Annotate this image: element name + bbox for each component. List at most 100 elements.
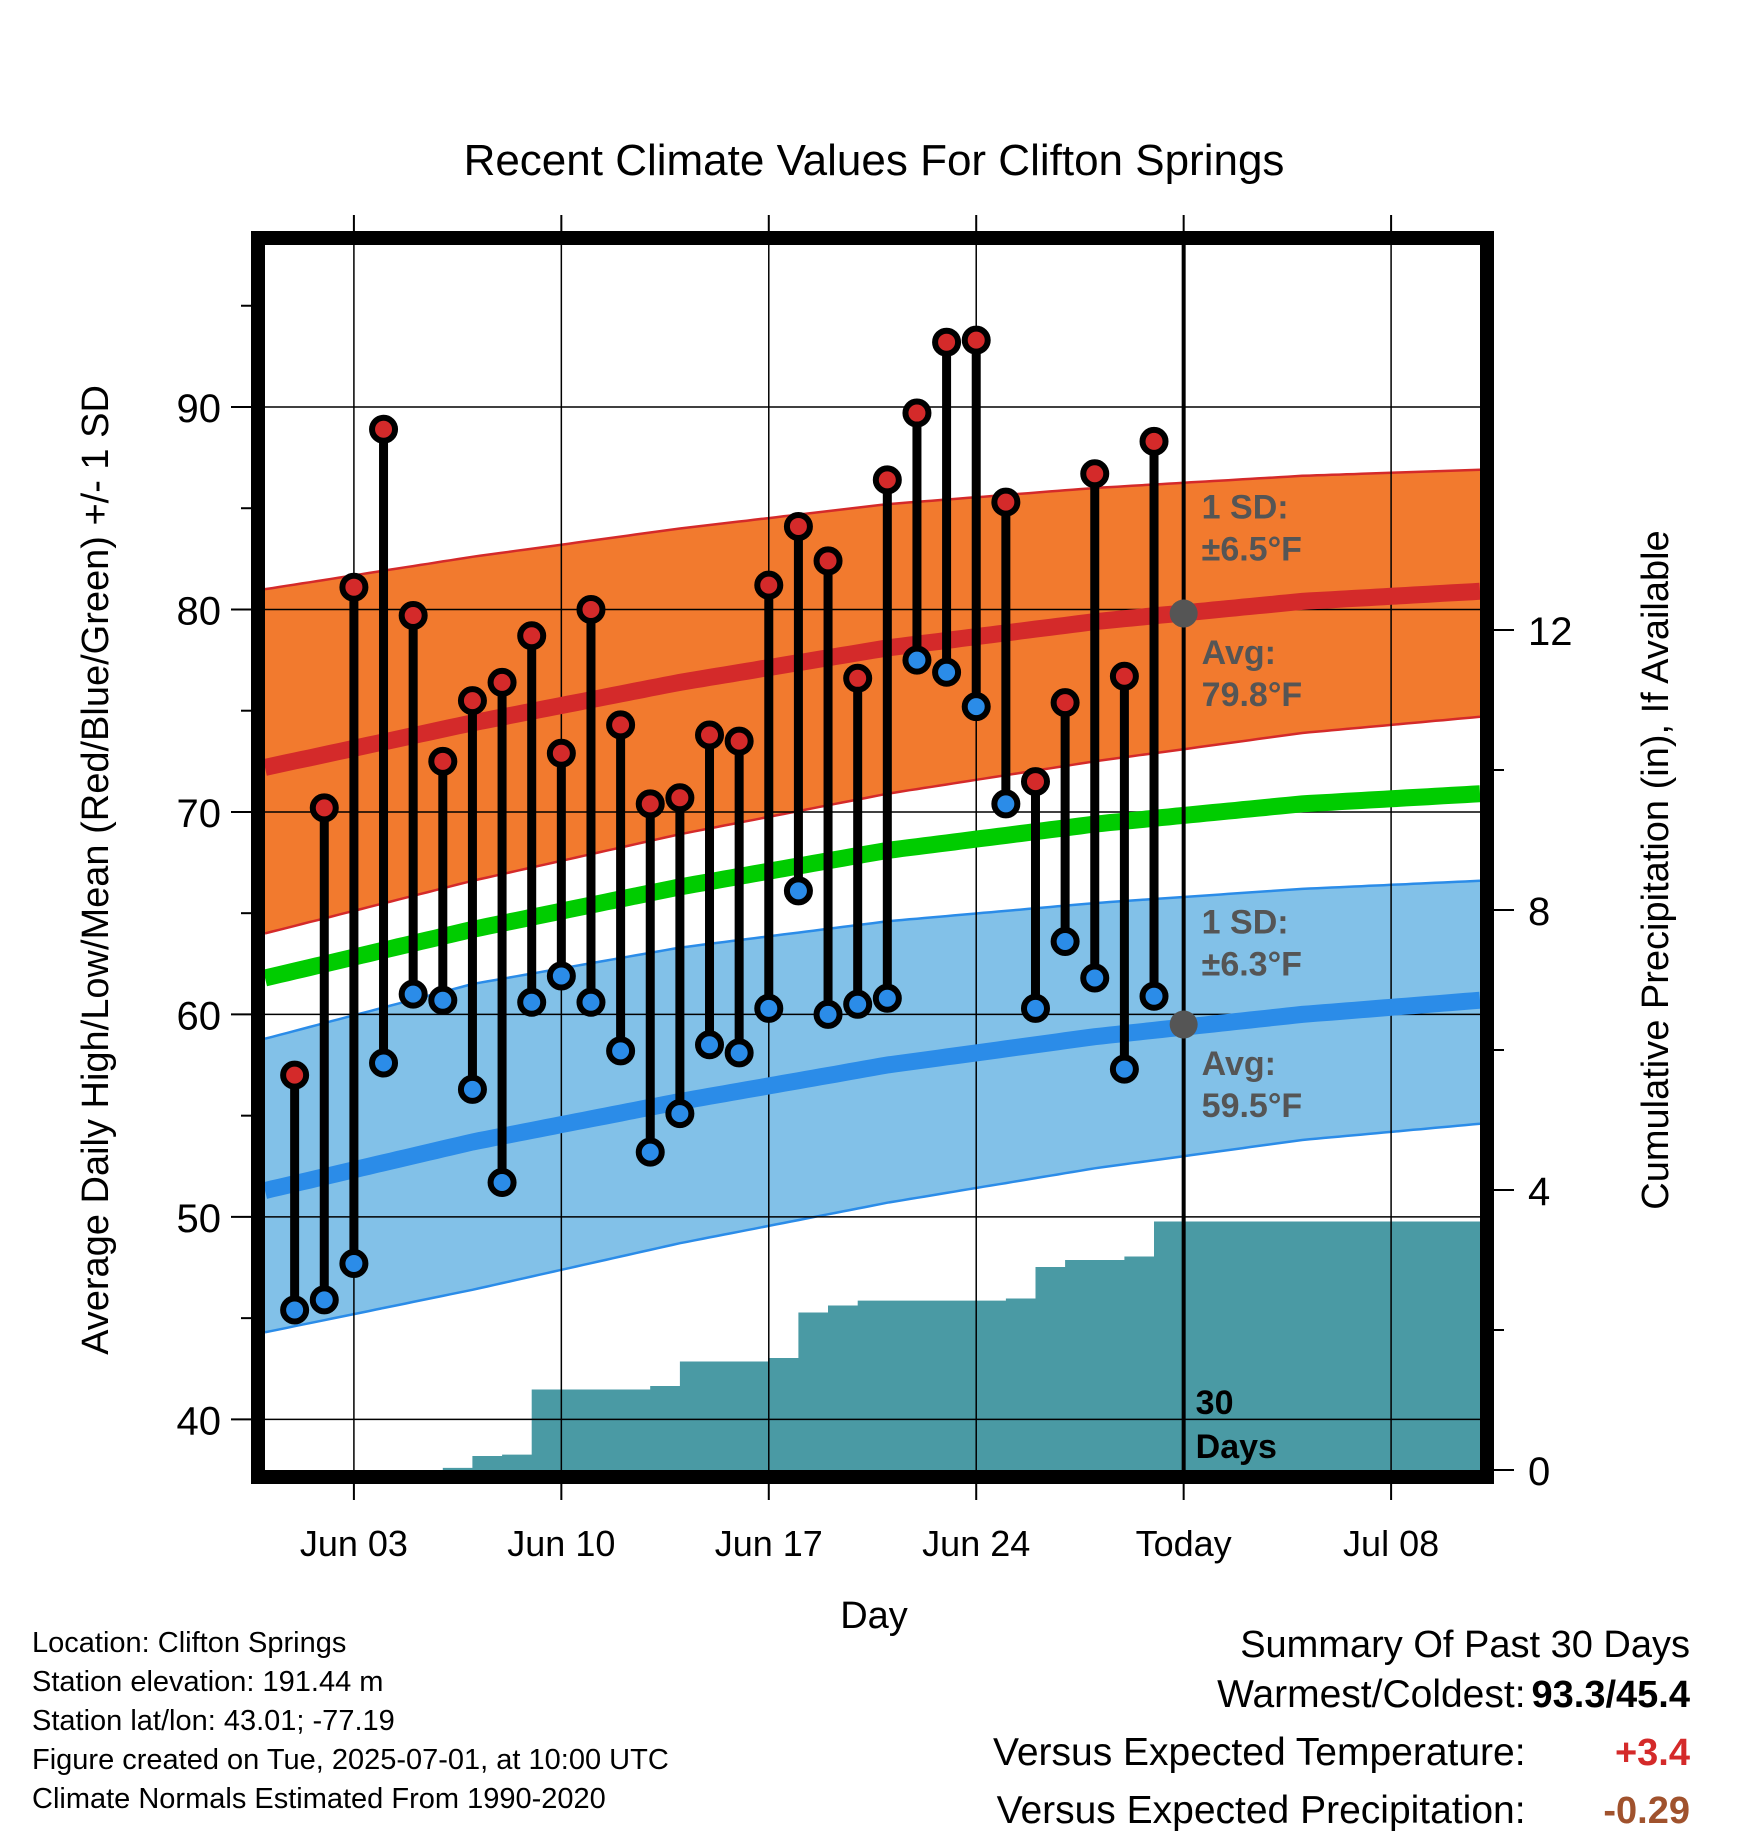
low-temp-point xyxy=(1139,981,1169,1011)
high-temp-point xyxy=(280,1060,310,1090)
high-temp-point xyxy=(635,789,665,819)
high-temp-point xyxy=(398,601,428,631)
x-tick-label: Today xyxy=(1136,1523,1232,1564)
low-temp-point xyxy=(576,987,606,1017)
low-temp-point xyxy=(872,983,902,1013)
low-temp-point xyxy=(991,789,1021,819)
x-tick-label: Jun 03 xyxy=(300,1523,408,1564)
low-avg-value: 59.5°F xyxy=(1202,1087,1303,1125)
high-temp-point xyxy=(1109,661,1139,691)
high-temp-point xyxy=(369,414,399,444)
high-temp-point xyxy=(932,327,962,357)
high-avg-value: 79.8°F xyxy=(1202,676,1303,714)
latlon-text: Station lat/lon: 43.01; -77.19 xyxy=(32,1705,395,1737)
high-temp-point xyxy=(843,663,873,693)
high-temp-point xyxy=(1080,459,1110,489)
high-lower-edge xyxy=(265,715,1480,935)
today-high-avg-dot xyxy=(1169,599,1198,628)
created-text: Figure created on Tue, 2025-07-01, at 10… xyxy=(32,1744,669,1776)
normal-low-line xyxy=(265,991,1480,1199)
y-tick-label: 80 xyxy=(177,589,222,633)
temp-departure-label: Versus Expected Temperature: xyxy=(992,1731,1526,1774)
high-temp-point xyxy=(813,546,843,576)
plot-frame xyxy=(251,231,1494,1484)
low-temp-point xyxy=(517,987,547,1017)
low-sd-band xyxy=(265,880,1480,1333)
low-temp-point xyxy=(1109,1054,1139,1084)
x-tick-label: Jun 17 xyxy=(715,1523,823,1564)
low-temp-point xyxy=(1020,993,1050,1023)
high-avg-label: Avg: xyxy=(1202,634,1276,672)
low-temp-point xyxy=(754,993,784,1023)
high-temp-point xyxy=(487,667,517,697)
high-temp-point xyxy=(1020,767,1050,797)
normal-high-line xyxy=(265,582,1480,776)
low-temp-point xyxy=(1050,927,1080,957)
high-temp-point xyxy=(1050,688,1080,718)
summary-title: Summary Of Past 30 Days xyxy=(1240,1624,1690,1666)
low-avg-label: Avg: xyxy=(1202,1045,1276,1083)
low-temp-point xyxy=(606,1036,636,1066)
low-temp-point xyxy=(339,1248,369,1278)
low-sd-value: ±6.3°F xyxy=(1202,945,1302,983)
low-temp-point xyxy=(546,961,576,991)
y2-tick-label: 8 xyxy=(1528,890,1550,934)
high-sd-band xyxy=(265,469,1480,934)
x-tick-label: Jul 08 xyxy=(1343,1523,1439,1564)
high-temp-point xyxy=(339,572,369,602)
high-temp-point xyxy=(783,511,813,541)
y-axis-label: Average Daily High/Low/Mean (Red/Blue/Gr… xyxy=(75,385,117,1355)
plot-area: 1 SD: ±6.5°F Avg: 79.8°F 1 SD: ±6.3°F Avg: 59.5… xyxy=(177,215,1573,1564)
y2-axis-label: Cumulative Precipitation (in), If Availa… xyxy=(1635,530,1677,1209)
y-tick-label: 90 xyxy=(177,387,222,431)
high-sd-value: ±6.5°F xyxy=(1202,530,1302,568)
low-upper-edge xyxy=(265,879,1480,1040)
y-tick-label: 60 xyxy=(177,994,222,1038)
high-temp-point xyxy=(665,783,695,813)
high-temp-point xyxy=(1139,426,1169,456)
low-temp-point xyxy=(665,1099,695,1129)
low-temp-point xyxy=(1080,963,1110,993)
low-temp-point xyxy=(487,1167,517,1197)
high-temp-point xyxy=(606,710,636,740)
y-tick-label: 70 xyxy=(177,792,222,836)
low-temp-point xyxy=(724,1038,754,1068)
location-text: Location: Clifton Springs xyxy=(32,1627,347,1659)
normals-text: Climate Normals Estimated From 1990-2020 xyxy=(32,1783,606,1815)
high-upper-edge xyxy=(265,468,1480,591)
low-temp-point xyxy=(280,1295,310,1325)
high-temp-point xyxy=(872,465,902,495)
temp-departure-value: +3.4 xyxy=(1614,1732,1690,1774)
high-sd-label: 1 SD: xyxy=(1202,488,1289,526)
warm-cold-value: 93.3/45.4 xyxy=(1531,1674,1690,1716)
warm-cold-label: Warmest/Coldest: xyxy=(1217,1673,1526,1716)
precip-departure-label: Versus Expected Precipitation: xyxy=(996,1789,1526,1832)
low-temp-point xyxy=(961,692,991,722)
low-temp-point xyxy=(902,645,932,675)
high-temp-point xyxy=(695,720,725,750)
summary-panel: Summary Of Past 30 Days Warmest/Coldest:… xyxy=(993,1620,1690,1844)
precip-departure-value: -0.29 xyxy=(1603,1790,1690,1832)
y-tick-label: 40 xyxy=(177,1399,222,1443)
low-temp-point xyxy=(428,985,458,1015)
high-temp-point xyxy=(902,398,932,428)
low-temp-point xyxy=(843,989,873,1019)
low-temp-point xyxy=(635,1137,665,1167)
low-temp-point xyxy=(695,1030,725,1060)
window-days-number: 30 xyxy=(1196,1384,1234,1422)
high-temp-point xyxy=(428,746,458,776)
high-temp-point xyxy=(724,726,754,756)
low-temp-point xyxy=(457,1074,487,1104)
window-days-label: Days xyxy=(1196,1428,1277,1466)
x-tick-label: Jun 24 xyxy=(922,1523,1030,1564)
y2-tick-label: 12 xyxy=(1528,610,1573,654)
chart-title: Recent Climate Values For Clifton Spring… xyxy=(464,136,1285,185)
y-tick-label: 50 xyxy=(177,1197,222,1241)
high-temp-point xyxy=(546,738,576,768)
elevation-text: Station elevation: 191.44 m xyxy=(32,1666,384,1698)
x-tick-label: Jun 10 xyxy=(507,1523,615,1564)
low-temp-point xyxy=(783,876,813,906)
high-temp-point xyxy=(517,621,547,651)
y2-tick-label: 0 xyxy=(1528,1450,1550,1494)
high-temp-point xyxy=(309,793,339,823)
